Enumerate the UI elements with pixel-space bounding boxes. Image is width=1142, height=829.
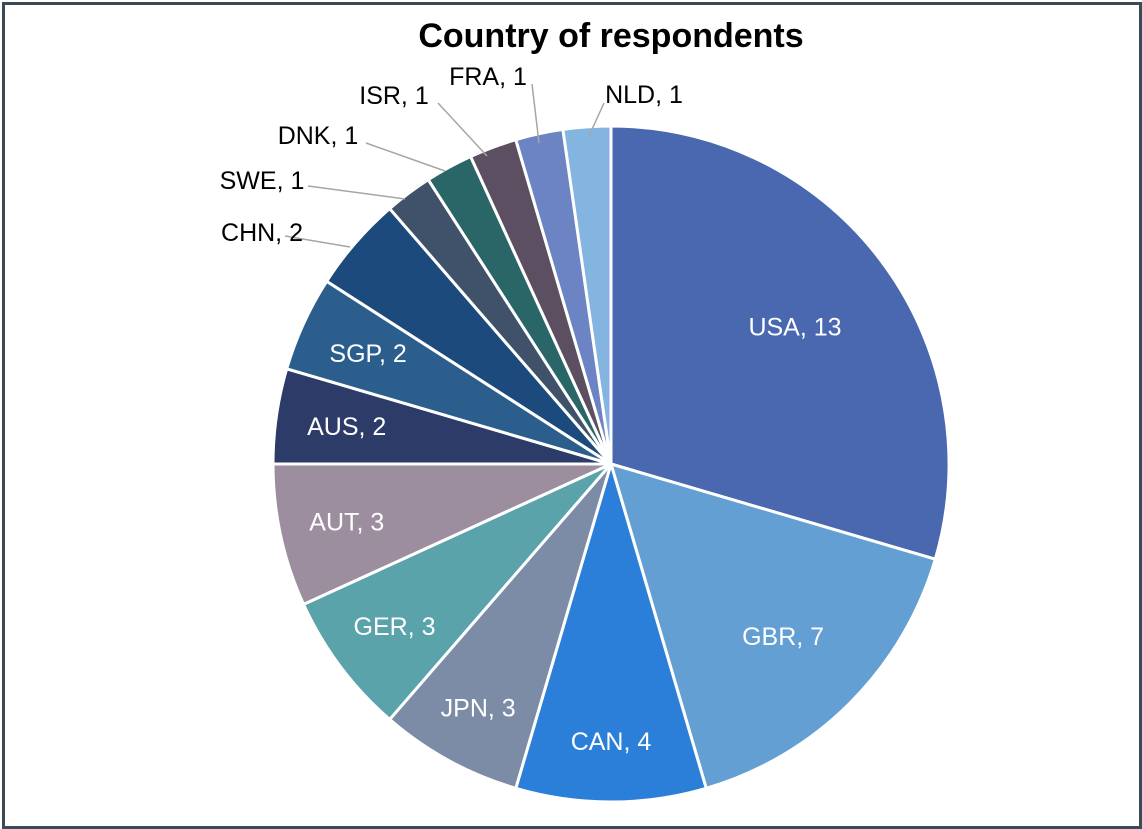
data-label-ger: GER, 3	[354, 613, 436, 641]
data-label-chn: CHN, 2	[221, 219, 303, 247]
data-label-isr: ISR, 1	[359, 82, 428, 110]
data-label-aut: AUT, 3	[309, 509, 384, 537]
data-label-jpn: JPN, 3	[441, 694, 516, 722]
data-label-fra: FRA, 1	[449, 63, 527, 91]
data-label-can: CAN, 4	[571, 728, 652, 756]
leader-line-swe	[307, 185, 406, 200]
data-label-dnk: DNK, 1	[278, 122, 359, 150]
leader-line-chn	[284, 235, 351, 248]
pie-slice-gbr	[609, 462, 937, 790]
leader-line-dnk	[365, 142, 446, 172]
data-label-swe: SWE, 1	[220, 167, 305, 195]
chart-title: Country of respondents	[418, 17, 803, 55]
pie-slice-ger	[302, 462, 613, 721]
pie-slice-can	[514, 462, 708, 804]
pie-slice-aut	[271, 462, 613, 606]
data-label-nld: NLD, 1	[605, 81, 683, 109]
pie-slice-jpn	[388, 462, 613, 790]
data-label-sgp: SGP, 2	[329, 340, 406, 368]
pie-slices	[271, 124, 951, 804]
data-labels: USA, 13 GBR, 7 CAN, 4 JPN, 3 GER, 3 AUT, 3 AUS…	[220, 63, 842, 756]
pie-slice-usa	[609, 124, 951, 561]
leader-line-fra	[531, 83, 540, 144]
data-label-gbr: GBR, 7	[742, 623, 824, 651]
pie-slice-nld	[561, 124, 613, 466]
data-label-usa: USA, 13	[748, 313, 841, 341]
data-label-aus: AUS, 2	[307, 413, 386, 441]
leader-lines	[284, 83, 605, 248]
leader-line-isr	[437, 102, 488, 157]
leader-line-nld	[588, 102, 605, 137]
